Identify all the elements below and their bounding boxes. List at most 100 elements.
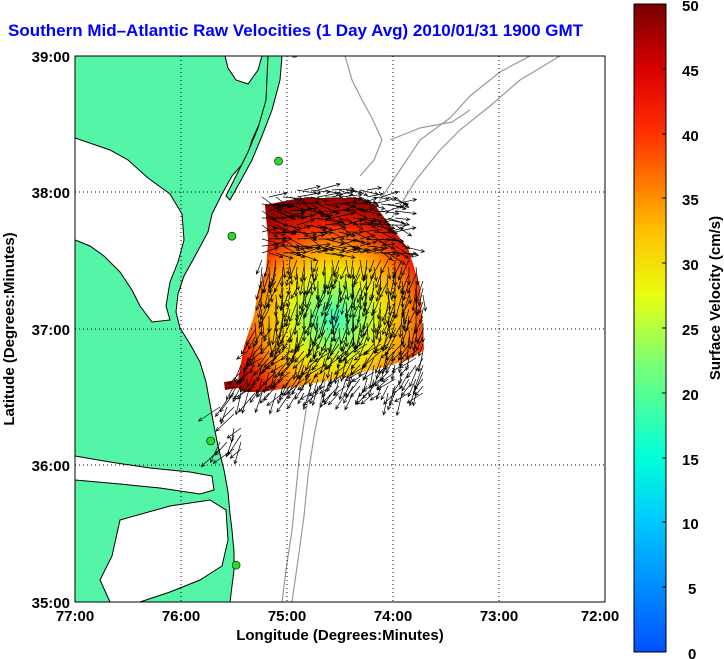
velocity-arrow: [387, 223, 408, 228]
velocity-arrow: [266, 392, 284, 406]
velocity-arrow: [289, 196, 307, 204]
velocity-arrow: [352, 210, 368, 219]
velocity-arrow: [401, 308, 410, 330]
velocity-arrow: [319, 343, 326, 357]
velocity-arrow: [287, 392, 298, 410]
velocity-arrow: [345, 364, 368, 378]
y-axis-label: Latitude (Degrees:Minutes): [1, 232, 18, 425]
velocity-arrow: [303, 185, 321, 191]
velocity-arrow: [344, 392, 354, 411]
velocity-arrow: [324, 226, 347, 233]
velocity-arrow: [394, 245, 415, 258]
velocity-arrow: [310, 266, 317, 292]
velocity-arrow: [342, 357, 354, 380]
velocity-arrow: [343, 385, 354, 404]
velocity-arrow: [304, 322, 312, 335]
velocity-arrow: [274, 273, 284, 293]
velocity-arrow: [417, 301, 424, 315]
velocity-arrow: [370, 301, 375, 317]
velocity-arrow: [261, 357, 277, 374]
velocity-arrow: [345, 247, 362, 254]
velocity-arrow: [246, 329, 256, 346]
velocity-arrow: [387, 238, 404, 243]
velocity-arrow: [261, 315, 267, 340]
velocity-arrow: [398, 315, 403, 339]
y-tick-labels: 39:00 38:00 37:00 36:00 35:00: [32, 49, 70, 612]
velocity-arrow: [258, 308, 270, 329]
velocity-arrow: [394, 197, 418, 205]
velocity-arrow: [310, 242, 331, 247]
velocity-arrow: [269, 343, 277, 359]
velocity-arrow: [373, 322, 379, 340]
colorbar-tick-label: 35: [682, 192, 699, 209]
velocity-arrow: [387, 385, 396, 411]
velocity-arrow: [340, 266, 347, 280]
velocity-arrow: [356, 392, 368, 405]
velocity-arrow: [249, 385, 263, 404]
velocity-vectors: [197, 182, 428, 468]
velocity-arrow: [381, 308, 389, 322]
y-tick-label: 36:00: [32, 458, 70, 475]
velocity-arrow: [261, 203, 282, 208]
velocity-arrow: [317, 230, 334, 235]
velocity-arrow: [353, 350, 368, 361]
velocity-arrow: [234, 392, 242, 416]
velocity-arrow: [358, 294, 363, 311]
velocity-arrow: [380, 259, 389, 274]
velocity-arrow: [352, 220, 375, 226]
velocity-arrow: [374, 371, 389, 387]
velocity-arrow: [369, 287, 375, 302]
velocity-arrow: [354, 273, 361, 286]
velocity-arrow: [380, 385, 389, 401]
velocity-arrow: [379, 357, 389, 382]
velocity-arrow: [338, 193, 363, 198]
velocity-arrow: [270, 350, 277, 366]
velocity-arrow: [359, 207, 375, 212]
velocity-arrow: [359, 197, 378, 205]
colorbar-tick-label: 10: [682, 516, 699, 533]
velocity-arrow: [385, 329, 396, 351]
colorbar-tick-label: 15: [682, 452, 699, 469]
colorbar-label: Surface Velocity (cm/s): [707, 216, 724, 380]
velocity-arrow: [368, 259, 375, 273]
radar-station-marker: [227, 231, 237, 241]
velocity-arrow: [285, 273, 291, 287]
velocity-arrow: [279, 266, 285, 288]
velocity-arrow: [229, 378, 242, 399]
velocity-arrow: [310, 230, 328, 236]
velocity-arrow: [248, 336, 256, 350]
velocity-arrow: [345, 217, 364, 231]
velocity-arrow: [317, 182, 341, 191]
velocity-arrow: [268, 205, 285, 212]
velocity-arrow: [331, 189, 356, 198]
velocity-arrow: [254, 392, 263, 414]
velocity-arrow: [327, 392, 340, 406]
velocity-arrow: [282, 371, 298, 389]
velocity-arrow: [303, 233, 326, 240]
velocity-arrow: [408, 287, 413, 305]
velocity-arrow: [210, 441, 221, 464]
velocity-arrow: [312, 259, 319, 273]
velocity-arrow: [336, 350, 347, 360]
velocity-arrow: [401, 378, 410, 392]
velocity-arrow: [263, 259, 270, 278]
velocity-arrow: [368, 378, 375, 397]
velocity-arrow: [394, 226, 417, 233]
velocity-arrow: [411, 287, 417, 312]
velocity-arrow: [324, 210, 341, 215]
colorbar-tick-label: 40: [682, 128, 699, 145]
velocity-arrow: [263, 287, 270, 310]
velocity-arrow: [326, 280, 333, 296]
velocity-arrow: [359, 240, 378, 247]
velocity-arrow: [255, 378, 270, 394]
velocity-arrow: [359, 329, 368, 347]
velocity-arrow: [296, 231, 318, 237]
velocity-arrow: [340, 287, 347, 302]
velocity-arrow: [353, 343, 368, 353]
velocity-arrow: [387, 203, 407, 210]
velocity-arrow: [311, 308, 319, 328]
velocity-arrow: [373, 266, 378, 282]
velocity-arrow: [303, 210, 324, 219]
velocity-arrow: [418, 343, 424, 357]
velocity-arrow: [415, 266, 420, 286]
